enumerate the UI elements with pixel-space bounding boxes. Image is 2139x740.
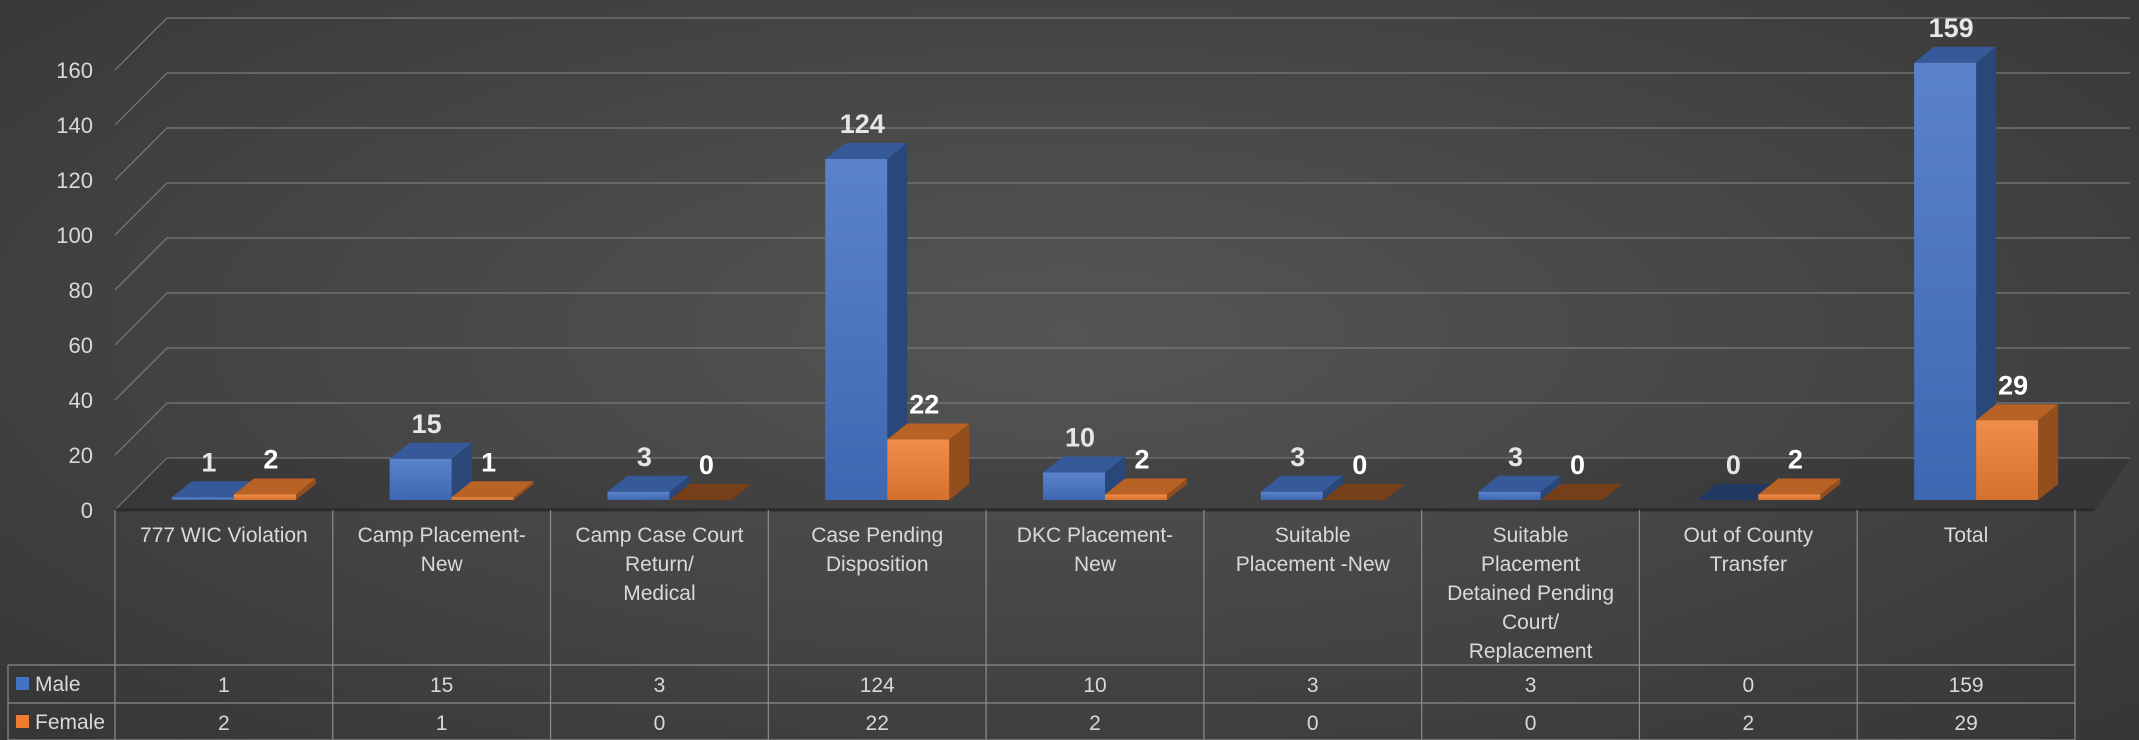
bar-male[interactable] <box>1914 63 1976 500</box>
table-cell: 3 <box>1525 674 1537 697</box>
data-label: 10 <box>1065 423 1095 453</box>
legend-swatch-female <box>16 715 29 728</box>
legend-swatch-male <box>16 677 29 690</box>
data-label: 3 <box>637 442 652 472</box>
y-tick-label: 100 <box>56 223 93 248</box>
bar-side-female <box>2038 404 2058 500</box>
bar-female[interactable] <box>234 495 296 501</box>
data-label: 0 <box>1726 450 1741 480</box>
gridline <box>115 73 2130 125</box>
bar-male[interactable] <box>172 497 234 500</box>
bar-male[interactable] <box>1043 473 1105 501</box>
bar-female[interactable] <box>887 440 949 501</box>
y-tick-label: 120 <box>56 168 93 193</box>
y-tick-label: 160 <box>56 58 93 83</box>
data-label: 159 <box>1929 13 1974 43</box>
category-label: Camp Case Court <box>575 524 743 547</box>
data-label: 22 <box>909 390 939 420</box>
data-label: 3 <box>1508 442 1523 472</box>
category-label: Transfer <box>1710 553 1787 576</box>
table-cell: 22 <box>866 712 889 735</box>
category-label: Return/ <box>625 553 694 576</box>
gridline <box>115 18 2130 70</box>
legend-label-female: Female <box>35 711 105 734</box>
data-label: 0 <box>1352 450 1367 480</box>
table-cell: 10 <box>1083 674 1106 697</box>
category-label: Case Pending <box>811 524 943 547</box>
category-label: Total <box>1944 524 1988 547</box>
y-tick-label: 140 <box>56 113 93 138</box>
table-cell: 0 <box>654 712 666 735</box>
table-cell: 2 <box>1742 712 1754 735</box>
y-tick-label: 40 <box>69 388 93 413</box>
category-label: Detained Pending <box>1447 582 1614 605</box>
y-tick-label: 80 <box>69 278 93 303</box>
category-label: Suitable <box>1275 524 1351 547</box>
data-label: 2 <box>1134 445 1149 475</box>
category-label: Camp Placement- <box>358 524 526 547</box>
y-tick-label: 60 <box>69 333 93 358</box>
data-label: 15 <box>412 409 442 439</box>
bar-female[interactable] <box>452 497 514 500</box>
table-cell: 159 <box>1949 674 1984 697</box>
category-label: Court/ <box>1502 611 1559 634</box>
table-cell: 15 <box>430 674 453 697</box>
category-label: Disposition <box>826 553 929 576</box>
table-cell: 1 <box>218 674 230 697</box>
table-cell: 124 <box>860 674 895 697</box>
category-label: New <box>421 553 464 576</box>
legend-label-male: Male <box>35 673 81 696</box>
bar-male[interactable] <box>607 492 669 500</box>
table-cell: 3 <box>654 674 666 697</box>
data-label: 1 <box>201 447 216 477</box>
y-tick-label: 0 <box>81 498 93 523</box>
data-label: 2 <box>1788 445 1803 475</box>
category-label: Replacement <box>1469 640 1593 663</box>
category-label: DKC Placement- <box>1017 524 1173 547</box>
gridline <box>115 183 2130 235</box>
data-label: 0 <box>1570 450 1585 480</box>
data-label: 29 <box>1998 370 2028 400</box>
table-cell: 2 <box>218 712 230 735</box>
table-cell: 29 <box>1954 712 1977 735</box>
bar-male[interactable] <box>390 459 452 500</box>
table-cell: 0 <box>1742 674 1754 697</box>
gridline <box>115 128 2130 180</box>
table-cell: 0 <box>1307 712 1319 735</box>
data-label: 0 <box>699 450 714 480</box>
bar-female[interactable] <box>1976 420 2038 500</box>
table-cell: 3 <box>1307 674 1319 697</box>
category-label: Placement -New <box>1236 553 1391 576</box>
data-label: 2 <box>263 445 278 475</box>
table-cell: 0 <box>1525 712 1537 735</box>
table-cell: 1 <box>436 712 448 735</box>
gridline <box>115 238 2130 290</box>
bar-male[interactable] <box>825 159 887 500</box>
data-label: 124 <box>840 109 885 139</box>
bar-female[interactable] <box>1758 495 1820 501</box>
data-label: 1 <box>481 447 496 477</box>
category-label: Placement <box>1481 553 1580 576</box>
table-cell: 2 <box>1089 712 1101 735</box>
bar-male[interactable] <box>1261 492 1323 500</box>
category-label: 777 WIC Violation <box>140 524 308 547</box>
bar-male[interactable] <box>1479 492 1541 500</box>
category-label: Medical <box>623 582 695 605</box>
category-label: Out of County <box>1684 524 1814 547</box>
category-label: Suitable <box>1493 524 1569 547</box>
gridline <box>115 348 2130 400</box>
y-tick-label: 20 <box>69 443 93 468</box>
category-label: New <box>1074 553 1117 576</box>
bar-female[interactable] <box>1105 495 1167 501</box>
gridline <box>115 293 2130 345</box>
data-label: 3 <box>1290 442 1305 472</box>
